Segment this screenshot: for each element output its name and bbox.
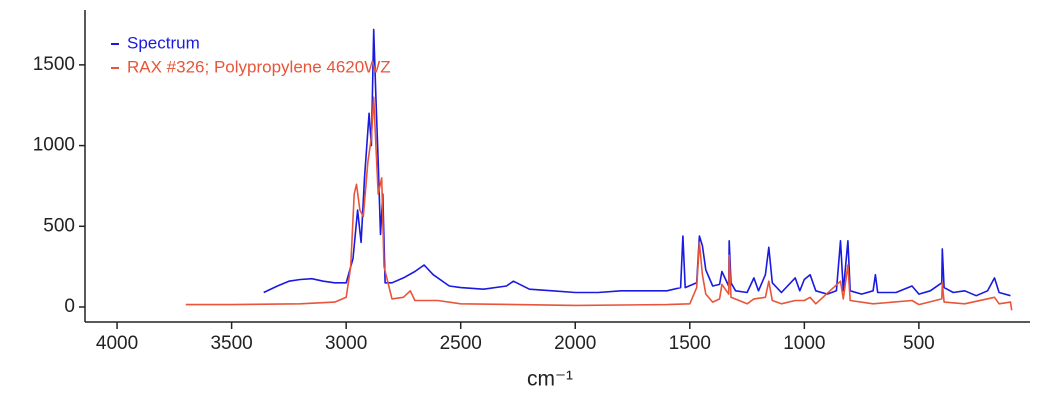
x-tick-label: 3000	[325, 333, 367, 354]
legend-label: Spectrum	[127, 33, 200, 52]
legend-label: RAX #326; Polypropylene 4620WZ	[127, 57, 391, 76]
x-tick-label: 2500	[440, 333, 482, 354]
y-tick-label: 1500	[33, 54, 75, 75]
y-tick-label: 500	[43, 215, 75, 236]
x-tick-label: 500	[903, 333, 935, 354]
y-tick-label: 1000	[33, 135, 75, 156]
x-tick-label: 1000	[783, 333, 825, 354]
x-tick-label: 1500	[669, 333, 711, 354]
y-tick-label: 0	[64, 296, 75, 317]
series-line	[263, 28, 1011, 297]
x-tick-label: 2000	[554, 333, 596, 354]
x-tick-label: 3500	[210, 333, 252, 354]
x-axis-label: cm⁻¹	[527, 368, 573, 391]
x-tick-label: 4000	[96, 333, 138, 354]
series-line	[185, 96, 1013, 311]
